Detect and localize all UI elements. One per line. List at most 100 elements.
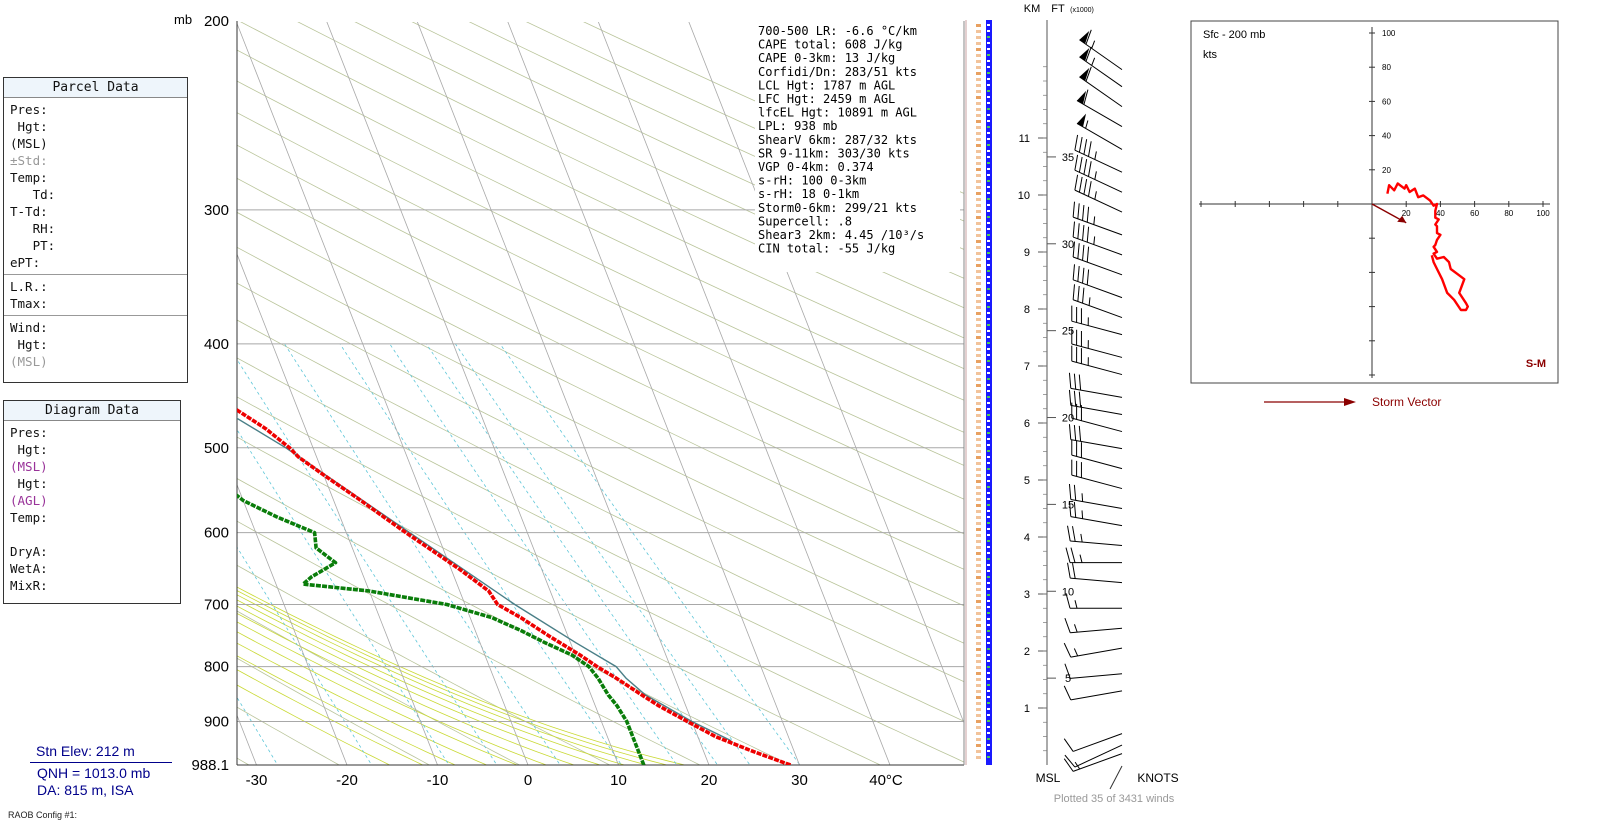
wind-barb-full <box>1072 241 1076 258</box>
wind-barb-full <box>1083 159 1088 175</box>
level-strip-mark <box>987 750 990 752</box>
dry-adiabat <box>237 282 964 644</box>
level-strip-mark <box>987 234 990 236</box>
wind-barb-half <box>1093 216 1096 225</box>
moist-adiabat <box>237 612 576 765</box>
wind-barb <box>1064 663 1123 679</box>
dry-adiabat <box>237 357 964 722</box>
level-strip-mark <box>987 306 990 308</box>
dry-adiabat <box>237 246 964 607</box>
level-strip-mark <box>987 294 990 296</box>
wind-barb-full <box>1087 141 1092 157</box>
wind-barb-staff <box>1074 744 1123 768</box>
level-strip-mark <box>976 96 981 99</box>
level-strip-mark <box>976 648 981 651</box>
level-strip-mark <box>987 252 990 254</box>
wind-barb-full <box>1074 174 1079 191</box>
ft-label: FT <box>1051 3 1065 15</box>
level-strip-mark <box>987 606 990 608</box>
wind-barb-staff <box>1071 474 1123 490</box>
level-strip-mark <box>987 648 990 650</box>
ft-tick-label: 25 <box>1062 326 1074 338</box>
parcel-field-label: Temp: <box>10 170 48 185</box>
isotherm <box>326 22 619 765</box>
level-strip-mark <box>976 474 981 477</box>
level-strip-mark <box>976 678 981 681</box>
wind-barb <box>1079 66 1123 108</box>
dry-adiabat <box>237 396 964 763</box>
level-strip-mark <box>976 294 981 297</box>
storm-motion-label: S-M <box>1526 358 1546 370</box>
wind-barb-half <box>1079 554 1083 563</box>
wind-barb-pennant <box>1079 47 1090 61</box>
level-strip-mark <box>987 540 990 542</box>
level-strip-mark <box>976 378 981 381</box>
level-strip-mark <box>987 90 990 92</box>
level-strip-mark <box>976 750 981 753</box>
wind-barb-staff <box>1070 627 1123 634</box>
pressure-tick-label: 400 <box>204 336 229 353</box>
km-tick-label: 4 <box>1024 532 1030 544</box>
temperature-unit-label: 40°C <box>869 772 903 789</box>
level-strip-mark <box>987 354 990 356</box>
km-tick-label: 6 <box>1024 418 1030 430</box>
level-strip-mark <box>987 282 990 284</box>
level-strip-mark <box>976 582 981 585</box>
level-strip-mark <box>976 396 981 399</box>
wind-barb-half <box>1074 624 1078 633</box>
level-strip-mark <box>976 60 981 63</box>
pressure-tick-label: 200 <box>204 13 229 30</box>
wind-barb <box>1063 753 1123 772</box>
hodograph-x-tick-label: 40 <box>1436 209 1445 218</box>
wind-barb-full <box>1083 178 1088 195</box>
level-strip-mark <box>976 24 981 27</box>
level-strip-mark <box>976 624 981 627</box>
wind-barb-full <box>1085 29 1092 45</box>
level-strip-mark <box>976 336 981 339</box>
level-strip-mark <box>976 144 981 147</box>
dry-adiabat <box>237 144 964 500</box>
wind-barb-pennant <box>1079 67 1090 81</box>
level-strip-mark <box>987 42 990 44</box>
wind-barb-staff <box>1070 439 1123 450</box>
level-strip-mark <box>976 450 981 453</box>
moist-adiabat <box>237 621 548 765</box>
level-strip-mark <box>987 108 990 110</box>
level-strip-mark <box>987 744 990 746</box>
diagram-field-label: WetA: <box>10 561 48 576</box>
isotherm <box>597 22 891 765</box>
hodograph-y-tick-label: 60 <box>1382 97 1391 106</box>
level-strip-mark <box>987 696 990 698</box>
level-strip-mark <box>976 534 981 537</box>
index-line: VGP 0-4km: 0.374 <box>758 160 874 174</box>
level-strip-mark <box>987 666 990 668</box>
temperature-tick-label: -20 <box>336 772 358 789</box>
level-strip-mark <box>976 240 981 243</box>
level-strip-mark <box>976 552 981 555</box>
level-strip-mark <box>987 516 990 518</box>
level-strip-mark <box>987 636 990 638</box>
panel-divider <box>4 274 187 275</box>
temperature-tick-label: 20 <box>701 772 718 789</box>
index-line: CAPE total: 608 J/kg <box>758 38 903 52</box>
level-strip-mark <box>987 36 990 38</box>
wind-barb <box>1068 424 1123 450</box>
wind-barb-full <box>1078 176 1083 193</box>
level-strip-mark <box>976 102 981 105</box>
level-strip-mark <box>987 738 990 740</box>
level-strip-mark <box>976 324 981 327</box>
storm-vector-legend-text: Storm Vector <box>1372 395 1441 409</box>
isotherm <box>507 22 800 765</box>
level-strip-mark <box>987 498 990 500</box>
level-strip-mark <box>976 354 981 357</box>
wind-barb <box>1065 547 1122 564</box>
wind-barb-full <box>1072 526 1076 542</box>
wind-barb-full <box>1074 154 1079 171</box>
level-strip-mark <box>976 114 981 117</box>
level-strip-mark <box>987 318 990 320</box>
moist-adiabat <box>237 590 669 765</box>
level-strip-mark <box>976 72 981 75</box>
parcel-field-label: ±Std: <box>10 153 48 168</box>
hodograph-trace <box>1386 182 1469 312</box>
